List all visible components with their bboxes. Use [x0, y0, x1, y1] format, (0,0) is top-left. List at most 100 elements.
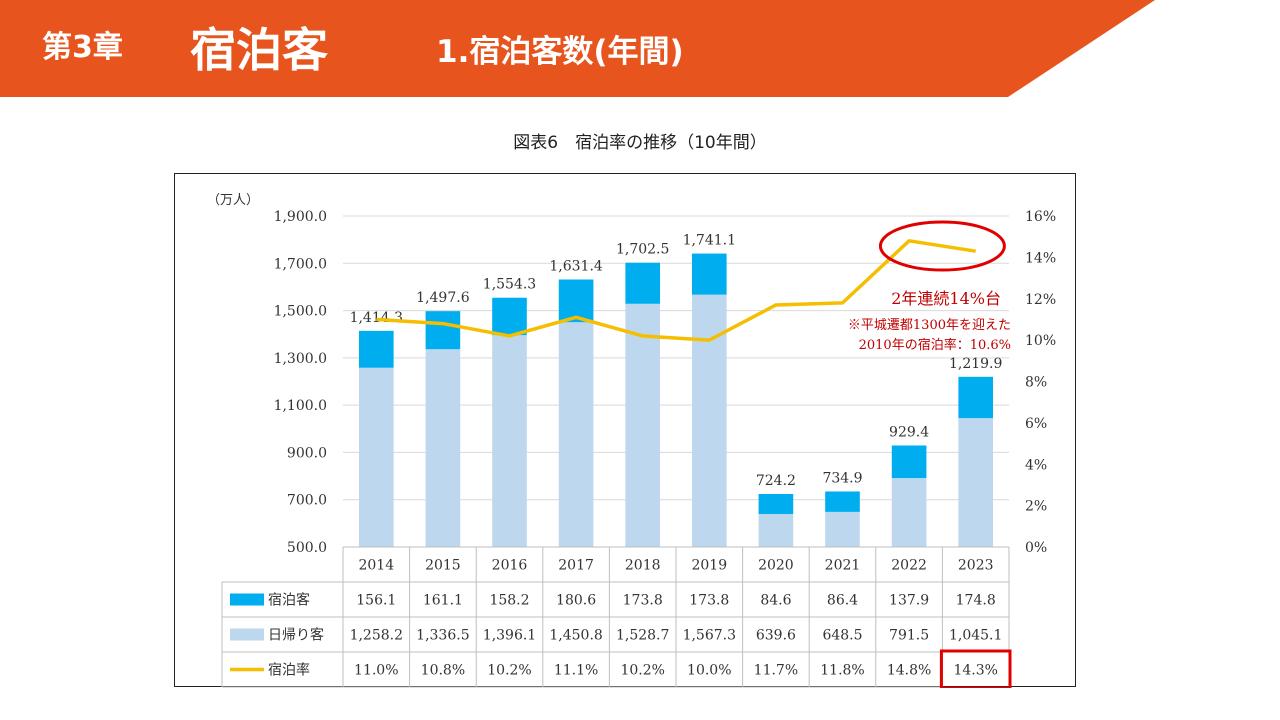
y-tick-label: 1,500.0 [274, 304, 327, 320]
bar-overnight [558, 279, 594, 323]
x-tick-label: 2015 [425, 558, 461, 574]
bar-daytrip [425, 349, 461, 547]
figure-title: 図表6 宿泊率の推移（10年間） [513, 133, 767, 153]
table-cell: 173.8 [689, 593, 729, 609]
bar-daytrip [558, 322, 594, 547]
x-tick-label: 2020 [758, 558, 794, 574]
y2-tick-label: 6% [1025, 416, 1047, 432]
bar-overnight [358, 330, 394, 368]
bar-total-label: 1,702.5 [616, 242, 669, 258]
y2-tick-label: 12% [1025, 292, 1056, 308]
table-cell: 10.0% [687, 663, 731, 679]
table-cell: 158.2 [489, 593, 529, 609]
y-tick-label: 500.0 [287, 540, 327, 556]
annotation-headline: 2年連続14%台 [891, 289, 1001, 308]
x-tick-label: 2023 [958, 558, 994, 574]
table-cell: 1,045.1 [949, 628, 1002, 644]
y2-tick-label: 10% [1025, 333, 1056, 349]
legend-label: 宿泊率 [268, 662, 310, 679]
bar-overnight [492, 297, 527, 336]
bar-total-label: 1,497.6 [416, 290, 470, 306]
y2-tick-label: 14% [1025, 250, 1056, 266]
x-tick-label: 2022 [891, 558, 927, 574]
y2-tick-label: 16% [1025, 209, 1056, 225]
table-cell: 11.7% [754, 663, 798, 679]
bar-daytrip [758, 513, 794, 547]
legend-label: 宿泊客 [268, 592, 310, 609]
table-cell: 180.6 [556, 593, 596, 609]
bar-overnight [825, 491, 860, 512]
bar-total-label: 1,741.1 [683, 233, 736, 249]
y2-tick-label: 2% [1025, 499, 1047, 515]
table-cell: 1,528.7 [616, 628, 669, 644]
bar-overnight [425, 311, 461, 350]
bar-total-label: 1,414.3 [350, 310, 403, 326]
bar-daytrip [625, 303, 661, 547]
bar-daytrip [825, 511, 860, 547]
bar-total-label: 1,554.3 [483, 277, 536, 293]
table-cell: 84.6 [760, 593, 791, 609]
table-cell: 11.0% [354, 663, 398, 679]
chapter-label: 第3章 [42, 30, 123, 65]
bar-overnight [691, 253, 727, 295]
table-cell: 1,567.3 [683, 628, 736, 644]
x-tick-label: 2017 [558, 558, 594, 574]
y-tick-label: 1,700.0 [274, 256, 327, 272]
annotation-note: 2010年の宿泊率：10.6% [859, 337, 1011, 353]
table-cell: 1,396.1 [483, 628, 536, 644]
bar-total-label: 1,631.4 [549, 259, 603, 275]
y-tick-label: 1,300.0 [274, 351, 327, 367]
table-cell: 10.2% [487, 663, 531, 679]
table-cell: 11.1% [554, 663, 598, 679]
table-cell: 156.1 [356, 593, 396, 609]
bar-daytrip [691, 294, 727, 547]
table-cell: 14.3% [953, 663, 997, 679]
legend-label: 日帰り客 [268, 627, 324, 644]
section-title: 1.宿泊客数(年間) [436, 34, 684, 70]
y2-tick-label: 4% [1025, 457, 1047, 473]
bar-daytrip [358, 367, 394, 547]
table-cell: 10.8% [421, 663, 465, 679]
y-tick-label: 700.0 [287, 493, 327, 509]
y-axis-unit: （万人） [207, 193, 259, 208]
table-cell: 173.8 [623, 593, 663, 609]
x-tick-label: 2019 [691, 558, 727, 574]
bar-total-label: 724.2 [756, 473, 796, 489]
title-banner: 第3章 宿泊客 1.宿泊客数(年間) [0, 0, 1280, 97]
rate-line [376, 239, 976, 342]
table-cell: 10.2% [620, 663, 664, 679]
table-cell: 161.1 [423, 593, 463, 609]
x-tick-label: 2021 [825, 558, 861, 574]
legend-key-overnight [230, 593, 264, 606]
bar-total-label: 734.9 [822, 470, 862, 486]
table-cell: 791.5 [889, 628, 929, 644]
x-tick-label: 2014 [358, 558, 394, 574]
highlight-box [939, 649, 1012, 688]
bar-overnight [625, 262, 661, 304]
banner-shape [0, 0, 1155, 97]
y2-tick-label: 8% [1025, 375, 1047, 391]
y-tick-label: 1,900.0 [274, 209, 327, 225]
x-tick-label: 2018 [625, 558, 661, 574]
highlight-ellipse [878, 220, 1006, 272]
table-cell: 639.6 [756, 628, 796, 644]
stacked-bar-line-chart: 1,900.0 1,700.0 1,500.0 1,300.0 1,100.0 900.0… [207, 193, 1056, 688]
table-cell: 86.4 [827, 593, 858, 609]
table-cell: 1,450.8 [549, 628, 602, 644]
y-tick-label: 1,100.0 [274, 398, 327, 414]
chart-frame: 1,900.0 1,700.0 1,500.0 1,300.0 1,100.0 900.0… [174, 173, 1076, 688]
bar-overnight [958, 376, 994, 419]
table-cell: 14.8% [887, 663, 931, 679]
chapter-title: 宿泊客 [190, 23, 328, 77]
bar-overnight [891, 445, 927, 479]
bar-daytrip [958, 418, 994, 547]
legend-key-daytrip [230, 628, 264, 641]
bar-total-label: 929.4 [889, 424, 929, 440]
table-cell: 1,336.5 [416, 628, 469, 644]
bar-daytrip [891, 478, 927, 547]
bar-daytrip [492, 335, 527, 547]
table-cell: 137.9 [889, 593, 929, 609]
y-tick-label: 900.0 [287, 445, 327, 461]
x-tick-label: 2016 [492, 558, 528, 574]
table-cell: 174.8 [956, 593, 996, 609]
